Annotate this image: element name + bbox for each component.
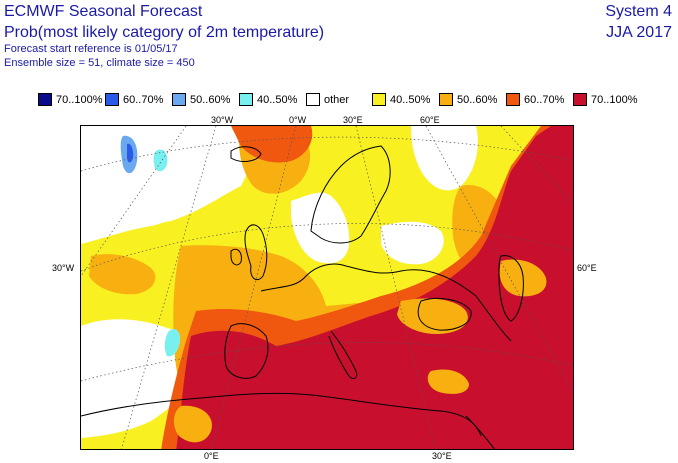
- cyan-region: [164, 329, 181, 357]
- coastline-iberia: [224, 323, 269, 379]
- coastline-britain: [244, 224, 268, 281]
- orange-region: [89, 254, 156, 295]
- graticule-line: [81, 126, 187, 277]
- coastline-black-sea: [417, 298, 472, 331]
- blue-region: [127, 143, 134, 163]
- forecast-map: [80, 125, 574, 450]
- legend-label: 50..60%: [190, 94, 231, 106]
- coastline-caspian: [498, 255, 524, 322]
- map-title: ECMWF Seasonal Forecast: [4, 3, 203, 20]
- lon-label-top: 30°W: [211, 115, 234, 125]
- graticule-line: [81, 223, 573, 272]
- legend-swatch: [105, 93, 119, 106]
- graticule-line: [121, 126, 217, 449]
- lon-label-top: 60°E: [420, 115, 440, 125]
- legend-label: 60..70%: [524, 94, 565, 106]
- coastline-italy: [328, 330, 358, 379]
- coastline-scandinavia: [310, 145, 391, 244]
- legend-swatch: [306, 93, 320, 106]
- lon-label-top: 30°E: [343, 115, 363, 125]
- coastline-africa: [81, 392, 482, 437]
- coastline-europe: [260, 263, 512, 342]
- map-canvas: [81, 126, 573, 449]
- legend-swatch: [573, 93, 587, 106]
- coastline-iceland: [230, 146, 262, 162]
- graticule-line: [425, 126, 573, 394]
- coastline-ireland: [230, 248, 242, 266]
- legend-swatch: [372, 93, 386, 106]
- lon-label-bottom: 30°E: [432, 451, 452, 461]
- coastlines: [81, 145, 524, 449]
- legend-swatch: [506, 93, 520, 106]
- legend-label: 70..100%: [56, 94, 103, 106]
- orange-red-region: [231, 126, 313, 163]
- orange-region: [173, 405, 212, 443]
- season-label: JJA 2017: [606, 24, 672, 41]
- legend-swatch: [239, 93, 253, 106]
- white-region: [81, 126, 218, 241]
- ensemble-size-text: Ensemble size = 51, climate size = 450: [4, 57, 195, 69]
- cyan-region: [153, 149, 168, 172]
- graticule: [81, 126, 573, 449]
- white-region: [381, 221, 444, 265]
- legend-label: 70..100%: [591, 94, 638, 106]
- legend-swatch: [38, 93, 52, 106]
- forecast-start-text: Forecast start reference is 01/05/17: [4, 43, 178, 55]
- coastline-redsea: [465, 415, 496, 449]
- graticule-line: [81, 342, 573, 382]
- red-region: [176, 126, 573, 449]
- white-region: [411, 126, 478, 191]
- legend-label: 40..50%: [390, 94, 431, 106]
- legend-swatch: [172, 93, 186, 106]
- orange-region: [397, 298, 468, 334]
- lon-label-right: 60°E: [577, 263, 597, 273]
- lon-label-top: 0°W: [289, 115, 307, 125]
- legend-label: 40..50%: [257, 94, 298, 106]
- lon-label-left: 30°W: [52, 263, 75, 273]
- legend-swatch: [439, 93, 453, 106]
- lon-label-bottom: 0°E: [204, 451, 219, 461]
- map-subtitle: Prob(most likely category of 2m temperat…: [4, 24, 325, 41]
- system-label: System 4: [605, 3, 672, 20]
- legend-label: other: [324, 94, 350, 106]
- orange-region: [427, 369, 469, 394]
- white-region: [291, 192, 350, 264]
- legend-label: 50..60%: [457, 94, 498, 106]
- legend-label: 60..70%: [123, 94, 164, 106]
